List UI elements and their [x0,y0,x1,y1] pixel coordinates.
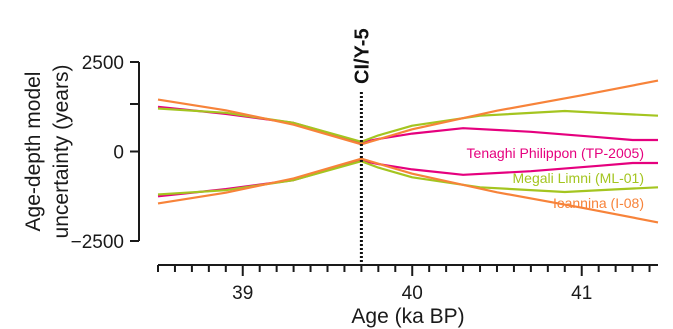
series-label: Megali Limni (ML-01) [513,170,644,186]
y-axis-title-line-2: uncertainty (years) [50,65,73,239]
series-layer [157,79,659,224]
x-axis-title: Age (ka BP) [351,305,464,328]
series-2-lower-line [157,157,659,224]
x-axis-ticks: 39 40 41 [157,265,651,304]
y-tick-label: 2500 [82,53,124,74]
y-tick-label: 0 [113,143,124,164]
y-tick-label: −2500 [71,232,124,253]
series-2-upper-line [157,79,659,146]
series-label: Ioannina (I-08) [553,195,644,211]
x-tick-label: 41 [571,283,592,304]
series-label: Tenaghi Philippon (TP-2005) [467,145,644,161]
y-axis-ticks: −2500 0 2500 [71,53,139,253]
y-axis-title-line-1: Age-depth model [22,72,45,232]
x-tick-label: 39 [232,283,253,304]
x-tick-label: 40 [402,283,423,304]
series-labels: Tenaghi Philippon (TP-2005) Megali Limni … [467,145,644,211]
ci-y5-marker-label: CI/Y-5 [351,28,373,84]
